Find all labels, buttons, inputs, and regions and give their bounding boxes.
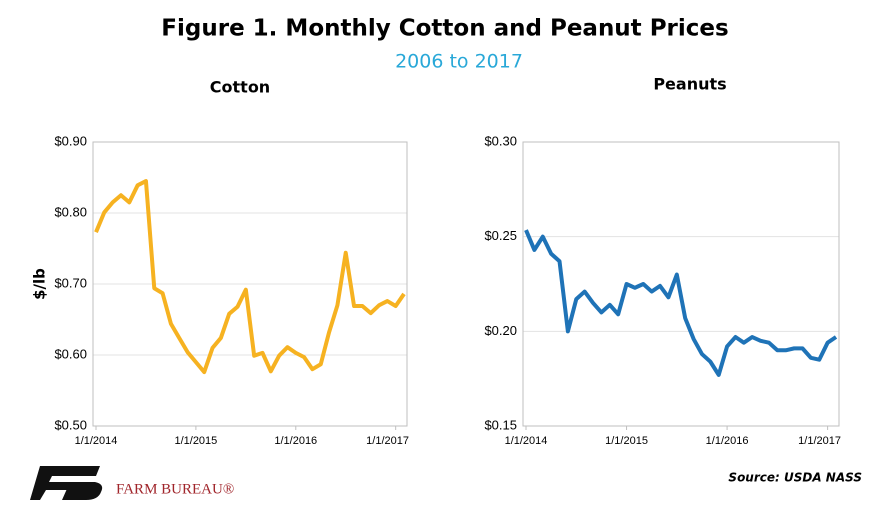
x-tick-label: 1/1/2016 [706,435,749,447]
y-tick-label: $0.20 [484,323,517,338]
x-tick-label: 1/1/2014 [75,435,118,447]
figure-title: Figure 1. Monthly Cotton and Peanut Pric… [161,16,728,42]
x-tick-label: 1/1/2017 [798,435,841,447]
y-tick-label: $0.25 [484,228,517,243]
plot-frame [92,141,408,427]
plot-frame [522,141,840,427]
figure-subtitle: 2006 to 2017 [395,51,523,73]
x-tick-label: 1/1/2017 [366,435,409,447]
x-tick-label: 1/1/2014 [505,435,548,447]
y-tick-label: $0.70 [54,275,87,290]
logo-mark [62,482,103,500]
logo-text: FARM BUREAU® [116,481,234,497]
price-line [94,179,406,375]
y-tick-label: $0.60 [54,346,87,361]
y-tick-label: $0.90 [54,133,87,148]
y-tick-label: $0.50 [54,417,87,432]
x-tick-label: 1/1/2015 [605,435,648,447]
y-axis-label: $/lb [31,268,49,300]
chart-title: Peanuts [653,75,726,94]
x-tick-label: 1/1/2015 [174,435,217,447]
source-note: Source: USDA NASS [728,471,862,485]
logo: FARM BUREAU® [30,466,234,500]
y-tick-label: $0.30 [484,133,517,148]
logo-mark [30,466,100,500]
y-tick-label: $0.80 [54,204,87,219]
chart-title: Cotton [210,78,270,97]
y-tick-label: $0.15 [484,417,517,432]
price-line [524,229,838,377]
x-tick-label: 1/1/2016 [274,435,317,447]
